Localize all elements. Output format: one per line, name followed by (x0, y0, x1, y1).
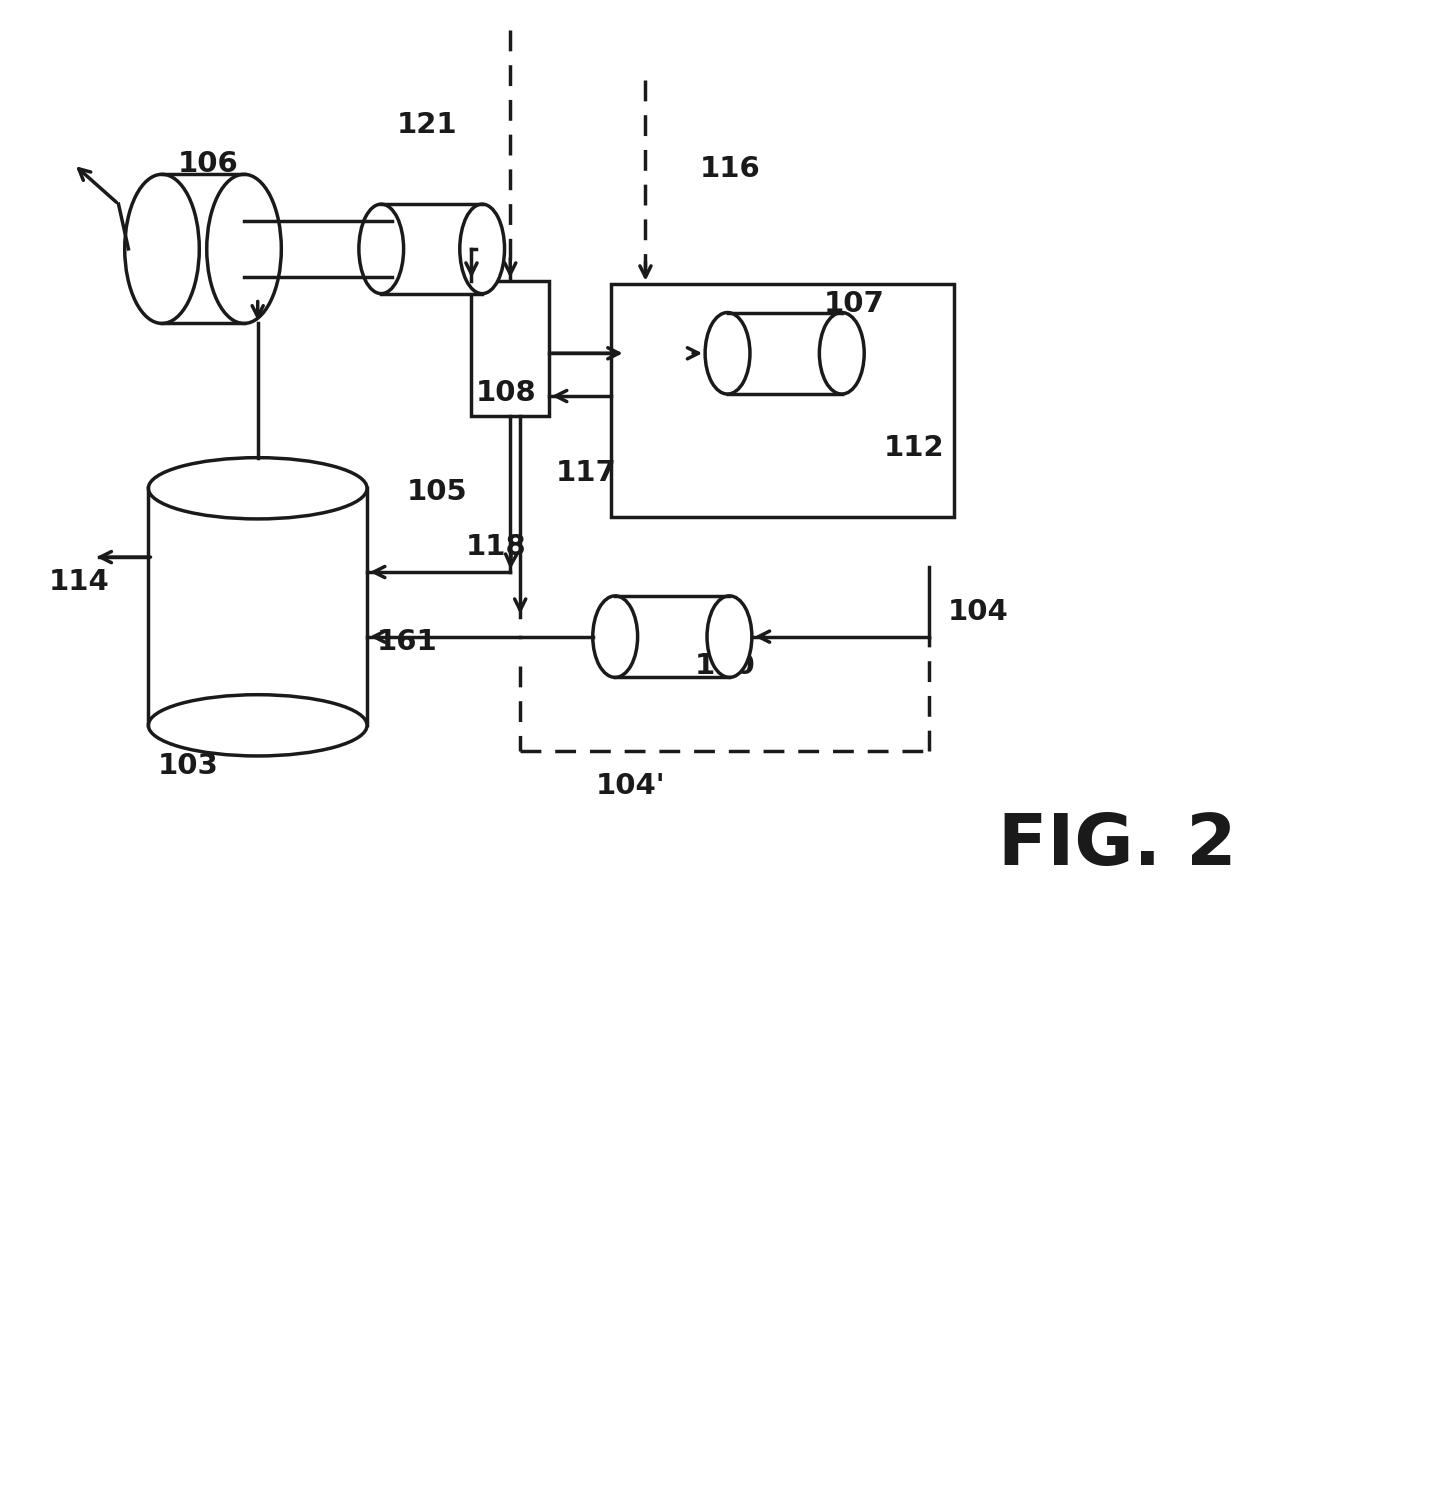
Text: 104': 104' (596, 772, 665, 800)
Ellipse shape (206, 175, 282, 323)
Text: 117: 117 (555, 459, 616, 486)
Text: 106: 106 (177, 151, 238, 178)
Text: 104: 104 (949, 598, 1008, 625)
Ellipse shape (708, 595, 751, 678)
Ellipse shape (148, 694, 368, 755)
Ellipse shape (593, 595, 638, 678)
Text: 116: 116 (699, 156, 760, 184)
Ellipse shape (125, 175, 199, 323)
Text: 114: 114 (48, 568, 109, 595)
Bar (610, 284, 953, 518)
Text: 121: 121 (397, 111, 458, 139)
Text: 105: 105 (407, 479, 466, 507)
Bar (381, 203, 482, 293)
Bar (244, 220, 392, 277)
Text: 112: 112 (883, 434, 944, 462)
Text: FIG. 2: FIG. 2 (998, 811, 1237, 880)
Text: 103: 103 (158, 752, 218, 779)
Ellipse shape (819, 313, 865, 393)
Ellipse shape (705, 313, 750, 393)
Bar (728, 313, 841, 393)
Bar (161, 175, 244, 323)
Text: 160: 160 (695, 652, 756, 681)
Bar (615, 595, 729, 678)
Text: 118: 118 (466, 533, 526, 561)
Ellipse shape (359, 203, 404, 293)
Text: 107: 107 (824, 290, 885, 317)
Bar (148, 488, 368, 726)
Bar (471, 281, 549, 416)
Text: 108: 108 (477, 378, 536, 407)
Ellipse shape (459, 203, 504, 293)
Ellipse shape (148, 458, 368, 519)
Text: 161: 161 (376, 628, 437, 655)
